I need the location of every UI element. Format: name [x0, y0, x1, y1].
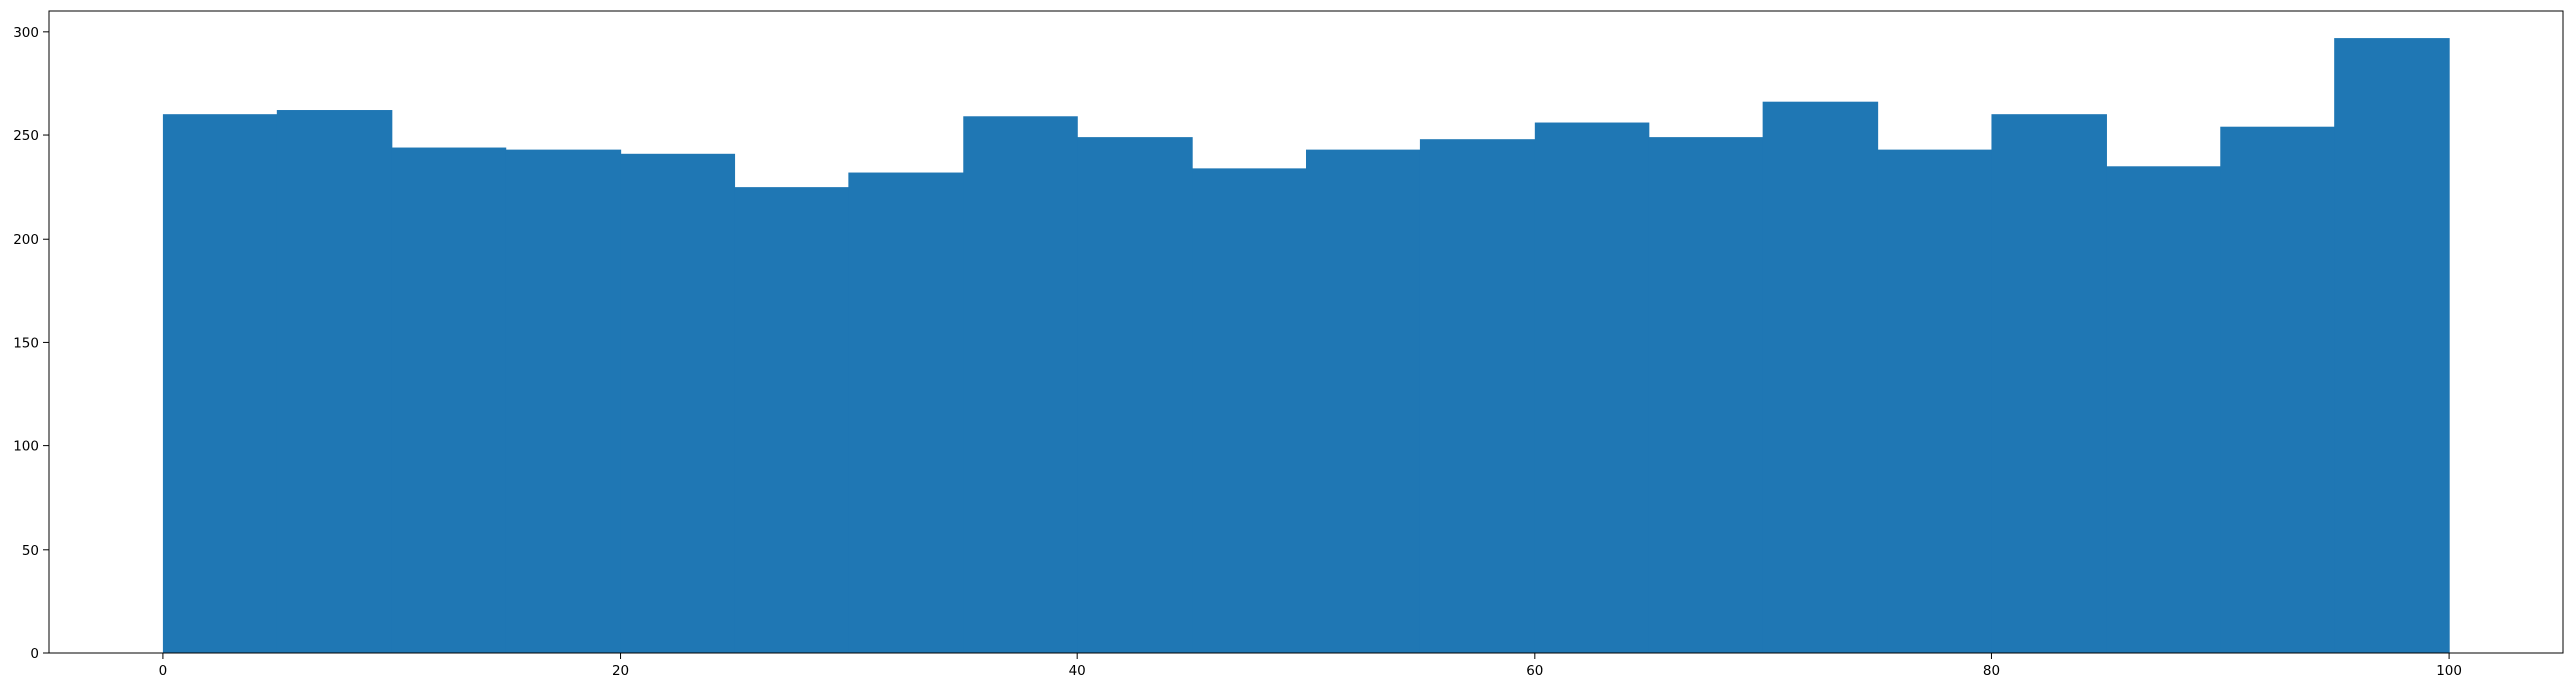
histogram-bar	[2334, 38, 2450, 653]
histogram-bar	[734, 187, 849, 653]
histogram-bar	[1991, 114, 2107, 653]
histogram-bar	[391, 147, 507, 654]
x-tick-label: 60	[1526, 663, 1543, 679]
histogram-bar	[963, 116, 1078, 653]
y-tick-label: 300	[13, 25, 39, 41]
histogram-bar	[505, 149, 622, 653]
histogram-bar	[1762, 101, 1879, 653]
histogram-bar	[2106, 166, 2221, 654]
histogram-bar	[162, 114, 278, 653]
x-tick-label: 100	[2436, 663, 2462, 679]
x-tick-label: 40	[1069, 663, 1086, 679]
axes-frame	[48, 10, 2564, 654]
histogram-bar	[1306, 149, 1421, 653]
histogram-bar	[1192, 168, 1307, 653]
x-tick-label: 80	[1983, 663, 2000, 679]
ticks-group: 0 20 40 60 80 100 0 50 100 150 200 250 300	[13, 25, 2462, 679]
histogram-bar	[848, 172, 964, 654]
y-tick-label: 150	[13, 335, 39, 351]
histogram-bar	[276, 110, 393, 653]
histogram-bar	[1419, 139, 1536, 653]
y-tick-label: 250	[13, 128, 39, 144]
histogram-bar	[1534, 122, 1650, 653]
bars-group	[162, 38, 2450, 654]
y-tick-label: 50	[22, 543, 39, 559]
y-tick-label: 100	[13, 439, 39, 455]
histogram-bar	[620, 153, 736, 654]
y-tick-label: 0	[30, 646, 39, 662]
y-tick-label: 200	[13, 232, 39, 248]
x-tick-label: 0	[159, 663, 168, 679]
histogram-bar	[1648, 137, 1764, 653]
histogram-bar	[1077, 137, 1193, 653]
x-tick-label: 20	[612, 663, 629, 679]
histogram-bar	[2220, 126, 2335, 653]
histogram-bar	[1877, 149, 1993, 653]
